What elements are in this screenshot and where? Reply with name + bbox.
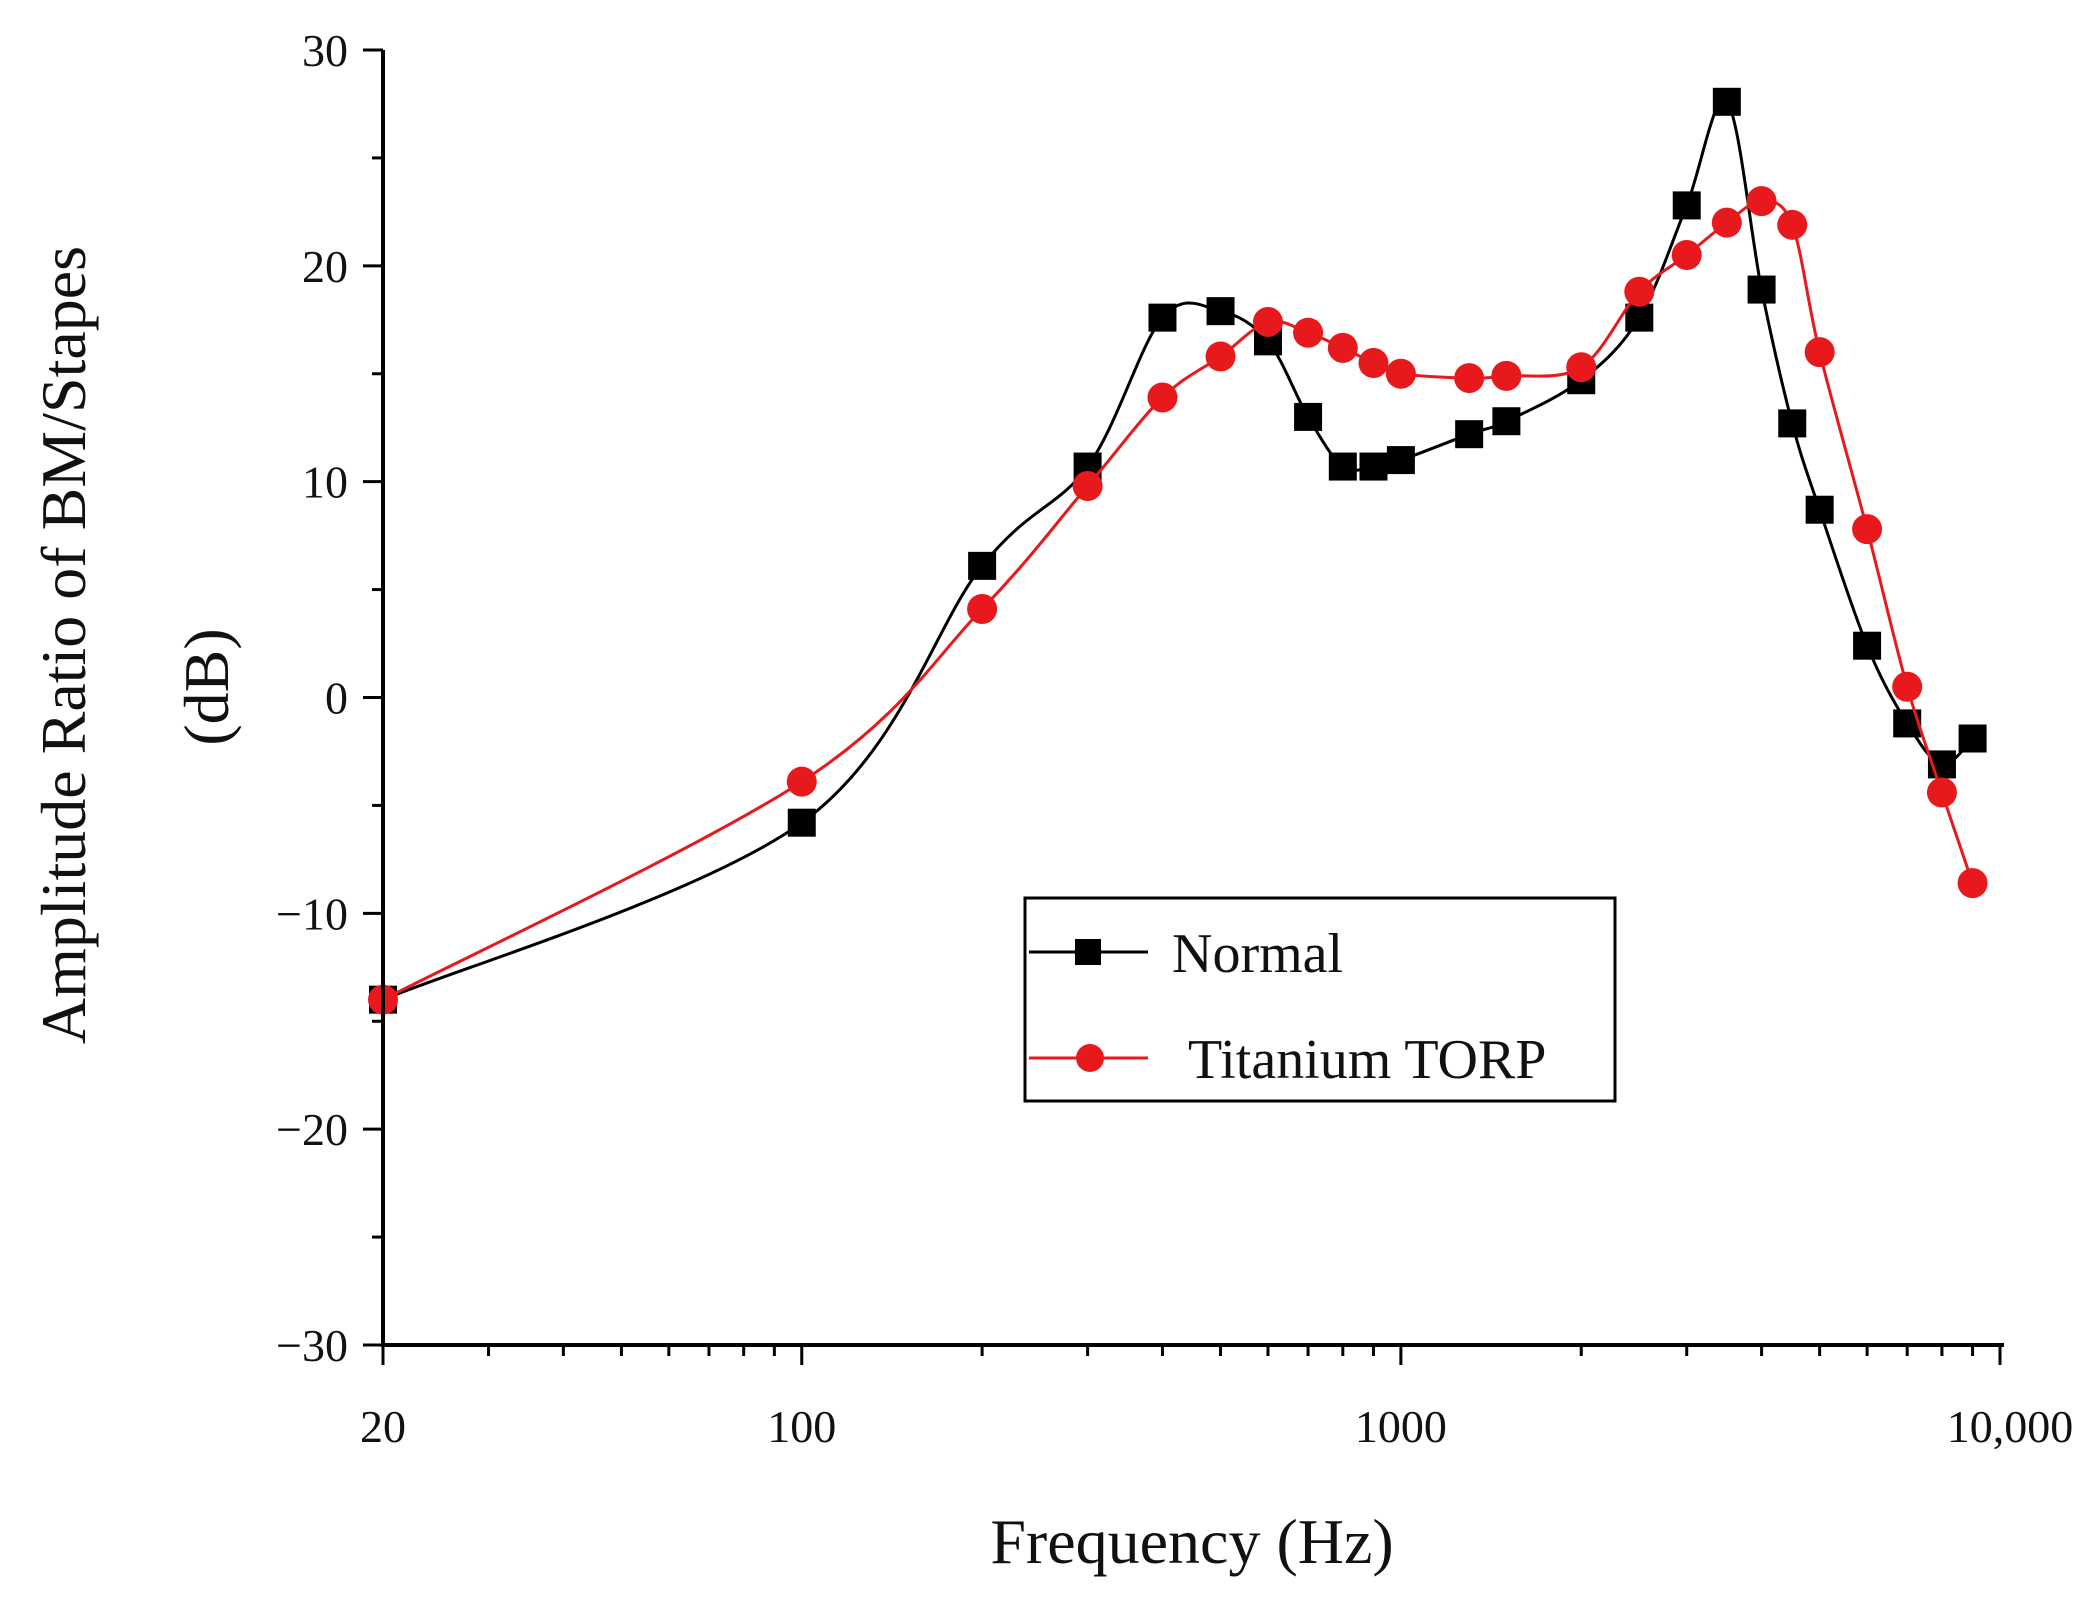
data-point-titanium-torp bbox=[786, 766, 817, 797]
x-tick-label: 20 bbox=[360, 1401, 406, 1452]
y-axis-title-line1: Amplitude Ratio of BM/Stapes bbox=[28, 246, 99, 1044]
legend-entry-titanium-torp: Titanium TORP bbox=[1029, 1029, 1546, 1091]
legend-marker-normal bbox=[1075, 939, 1101, 965]
data-point-normal bbox=[1712, 87, 1741, 116]
y-tick-label: −10 bbox=[276, 888, 348, 939]
data-point-normal bbox=[1148, 303, 1177, 332]
data-point-normal bbox=[1294, 402, 1323, 431]
data-point-normal bbox=[968, 551, 997, 580]
data-point-normal bbox=[1747, 275, 1776, 304]
data-point-normal bbox=[1672, 191, 1701, 220]
data-point-titanium-torp bbox=[1358, 347, 1389, 378]
data-point-titanium-torp bbox=[967, 594, 998, 625]
data-point-normal bbox=[1853, 631, 1882, 660]
y-tick-label: 10 bbox=[302, 457, 348, 508]
data-point-titanium-torp bbox=[1072, 470, 1103, 501]
data-point-normal bbox=[1359, 452, 1388, 481]
data-point-normal bbox=[787, 808, 816, 837]
series-layer bbox=[368, 87, 1988, 1015]
y-tick-label: −30 bbox=[276, 1320, 348, 1371]
data-point-normal bbox=[1625, 303, 1654, 332]
data-point-titanium-torp bbox=[1711, 207, 1742, 238]
x-tick-label: 10,000 bbox=[1947, 1401, 2074, 1452]
y-tick-label: 0 bbox=[325, 673, 348, 724]
data-point-normal bbox=[1386, 446, 1415, 475]
data-point-titanium-torp bbox=[1624, 276, 1655, 307]
x-tick-label: 100 bbox=[767, 1401, 836, 1452]
y-tick-label: −20 bbox=[276, 1104, 348, 1155]
data-point-titanium-torp bbox=[1804, 337, 1835, 368]
data-point-titanium-torp bbox=[1293, 317, 1324, 348]
legend-box bbox=[1023, 896, 1617, 1103]
data-point-titanium-torp bbox=[1746, 186, 1777, 217]
x-axis-title: Frequency (Hz) bbox=[990, 1506, 1393, 1577]
data-point-titanium-torp bbox=[1454, 363, 1485, 394]
data-point-normal bbox=[1455, 420, 1484, 449]
data-point-titanium-torp bbox=[1491, 360, 1522, 391]
data-point-normal bbox=[1958, 724, 1987, 753]
data-point-titanium-torp bbox=[1777, 209, 1808, 240]
x-tick-label: 1000 bbox=[1355, 1401, 1447, 1452]
data-point-normal bbox=[1805, 495, 1834, 524]
axis-ticks bbox=[363, 48, 2002, 1365]
legend: Normal Titanium TORP bbox=[1023, 896, 1617, 1103]
data-point-titanium-torp bbox=[1147, 382, 1178, 413]
data-point-normal bbox=[1206, 297, 1235, 326]
data-point-normal bbox=[1328, 452, 1357, 481]
data-point-normal bbox=[1492, 407, 1521, 436]
data-point-normal bbox=[1778, 409, 1807, 438]
y-tick-label: 30 bbox=[302, 25, 348, 76]
data-point-titanium-torp bbox=[1671, 240, 1702, 271]
y-tick-label: 20 bbox=[302, 241, 348, 292]
data-point-titanium-torp bbox=[1205, 341, 1236, 372]
data-point-titanium-torp bbox=[1926, 777, 1957, 808]
data-point-titanium-torp bbox=[1852, 514, 1883, 545]
series-titanium-torp bbox=[368, 186, 1988, 1015]
data-point-titanium-torp bbox=[1566, 352, 1597, 383]
legend-label-titanium-torp: Titanium TORP bbox=[1188, 1029, 1546, 1091]
legend-entry-normal: Normal bbox=[1029, 923, 1343, 985]
data-point-titanium-torp bbox=[1385, 358, 1416, 389]
legend-label-normal: Normal bbox=[1172, 923, 1343, 985]
y-axis-title-line2: (dB) bbox=[171, 628, 242, 745]
data-point-titanium-torp bbox=[1892, 671, 1923, 702]
data-point-titanium-torp bbox=[1252, 306, 1283, 337]
legend-marker-titanium-torp bbox=[1076, 1044, 1104, 1072]
data-point-titanium-torp bbox=[1957, 868, 1988, 899]
data-point-titanium-torp bbox=[1327, 332, 1358, 363]
